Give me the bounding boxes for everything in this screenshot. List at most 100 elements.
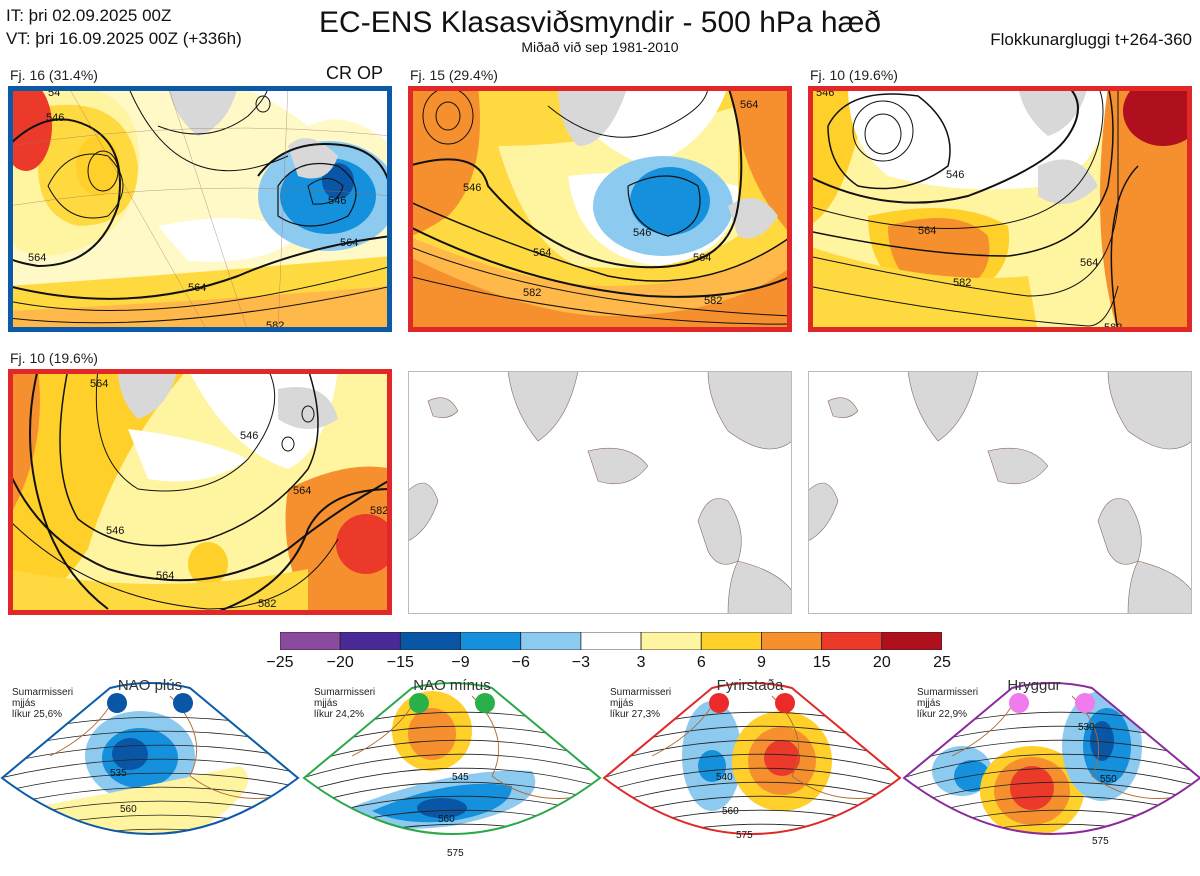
regime-3-likelihood: líkur 27,3% xyxy=(610,709,661,720)
panel-3-label: Fj. 10 (19.6%) xyxy=(810,67,898,83)
regime-2-smooth: mjjás xyxy=(314,698,338,709)
colorbar-tick-4: −6 xyxy=(511,654,530,671)
colorbar-tick-3: −9 xyxy=(451,654,470,671)
regime-1-contour-a: 535 xyxy=(110,768,127,779)
contour-label-564c: 564 xyxy=(740,99,758,111)
regime-3-contour-a: 540 xyxy=(716,772,733,783)
panel-3-frame xyxy=(808,86,1192,332)
colorbar-tick-8: 9 xyxy=(757,654,766,671)
regime-3-season: Sumarmisseri xyxy=(610,687,672,698)
regime-1-title: NAO plús xyxy=(117,677,183,694)
regime-dot-4a xyxy=(1009,693,1029,713)
panel-2-label: Fj. 15 (29.4%) xyxy=(410,67,498,83)
regime-2-title: NAO mínus xyxy=(413,677,491,694)
regime-2-contour-c: 575 xyxy=(447,848,464,859)
colorbar-tick-6: 3 xyxy=(636,654,646,671)
page-title: EC-ENS Klasasviðsmyndir - 500 hPa hæð xyxy=(319,6,881,39)
contour-label-546a: 546 xyxy=(106,525,124,537)
regime-1-likelihood: líkur 25,6% xyxy=(12,709,63,720)
regime-4-likelihood: líkur 22,9% xyxy=(917,709,968,720)
regime-4-smooth: mjjás xyxy=(917,698,941,709)
panel-1-frame xyxy=(8,86,392,332)
colorbar-tick-11: 25 xyxy=(933,654,951,671)
contour-label-564c: 564 xyxy=(340,237,358,249)
contour-label-564b: 564 xyxy=(293,485,311,497)
contour-label-582b: 582 xyxy=(370,505,388,517)
regime-fan-frame-3 xyxy=(602,682,902,835)
contour-label-582a: 582 xyxy=(523,287,541,299)
panel-1-label: Fj. 16 (31.4%) xyxy=(10,67,98,83)
contour-label-546: 546 xyxy=(463,182,481,194)
regime-4-contour-c: 575 xyxy=(1092,836,1109,847)
regime-2-likelihood: líkur 24,2% xyxy=(314,709,365,720)
regime-3-contour-b: 560 xyxy=(722,806,739,817)
page-subtitle: Miðað við sep 1981-2010 xyxy=(521,39,679,55)
regime-dot-2a xyxy=(409,693,429,713)
contour-label-564b: 564 xyxy=(1080,257,1098,269)
cluster-map-4: 546 546 564 564 582 582 564 xyxy=(8,369,392,615)
contour-label-564a: 564 xyxy=(156,570,174,582)
regime-2-caption: Sumarmisseri mjjás líkur 24,2% xyxy=(314,687,375,720)
colorbar-swatch-7 xyxy=(700,631,762,651)
empty-map-6 xyxy=(808,371,1192,614)
contour-label-564: 564 xyxy=(533,247,551,259)
contour-label-564: 564 xyxy=(918,225,936,237)
contour-label-546b: 546 xyxy=(633,227,651,239)
regime-fan-frame-1 xyxy=(0,682,300,835)
colorbar-swatch-8 xyxy=(761,631,823,651)
regime-3-caption: Sumarmisseri mjjás líkur 27,3% xyxy=(610,687,671,720)
colorbar-tick-1: −20 xyxy=(326,654,354,671)
regime-4-title: Hryggur xyxy=(1007,677,1061,694)
colorbar-tick-9: 15 xyxy=(812,654,831,671)
colorbar-swatches xyxy=(279,631,943,651)
regime-fan-frame-2 xyxy=(302,682,602,835)
colorbar-tick-7: 6 xyxy=(696,654,706,671)
regime-dot-3a xyxy=(709,693,729,713)
panel-1-tag: CR OP xyxy=(326,63,384,83)
header-info: IT: þri 02.09.2025 00Z VT: þri 16.09.202… xyxy=(6,4,242,50)
contour-label-564b: 564 xyxy=(693,252,711,264)
regime-3-smooth: mjjás xyxy=(610,698,634,709)
classification-window: Flokkunargluggi t+264-360 xyxy=(990,30,1192,49)
valid-time: VT: þri 16.09.2025 00Z (+336h) xyxy=(6,29,242,48)
regime-dot-1b xyxy=(173,693,193,713)
regime-2-contour-a: 545 xyxy=(452,772,469,783)
colorbar-swatch-5 xyxy=(580,631,642,651)
regime-fan-3 xyxy=(602,682,902,835)
panel-4-frame xyxy=(8,369,392,615)
colorbar-tick-5: −3 xyxy=(571,654,591,671)
colorbar-swatch-0 xyxy=(279,631,341,651)
panel-4-label: Fj. 10 (19.6%) xyxy=(10,350,98,366)
regime-dot-1a xyxy=(107,693,127,713)
regime-3-contour-c: 575 xyxy=(736,830,753,841)
regime-fan-frame-4 xyxy=(902,682,1200,835)
regime-3-title: Fyrirstaða xyxy=(716,677,784,694)
regime-2-season: Sumarmisseri xyxy=(314,687,376,698)
regime-dot-3b xyxy=(775,693,795,713)
colorbar-swatch-9 xyxy=(821,631,883,651)
contour-label-582a: 582 xyxy=(258,598,276,610)
contour-label-582: 582 xyxy=(953,277,971,289)
regime-4-season: Sumarmisseri xyxy=(917,687,979,698)
regime-dot-4b xyxy=(1075,693,1095,713)
contour-label-546: 546 xyxy=(946,169,964,181)
contour-label-564b: 564 xyxy=(188,282,206,294)
colorbar-swatch-10 xyxy=(881,631,943,651)
regime-4-caption: Sumarmisseri mjjás líkur 22,9% xyxy=(917,687,978,720)
colorbar xyxy=(279,631,943,651)
regime-4-contour-a: 530 xyxy=(1078,722,1095,733)
contour-label-546b: 546 xyxy=(328,195,346,207)
regime-dot-2b xyxy=(475,693,495,713)
contour-label-564c: 564 xyxy=(90,378,108,390)
colorbar-tick-0: −25 xyxy=(266,654,294,671)
colorbar-ticks: −25 −20 −15 −9 −6 −3 3 6 9 15 20 25 xyxy=(266,654,950,674)
panel-2-frame xyxy=(408,86,792,332)
colorbar-swatch-3 xyxy=(460,631,522,651)
regime-4-contour-b: 550 xyxy=(1100,774,1117,785)
colorbar-tick-2: −15 xyxy=(386,654,414,671)
cluster-map-1: 546 564 564 582 546 564 54 xyxy=(8,86,392,332)
contour-label-546b: 546 xyxy=(240,430,258,442)
cluster-map-2: 546 564 582 582 546 564 564 xyxy=(408,86,792,332)
colorbar-tick-10: 20 xyxy=(872,654,891,671)
colorbar-swatch-1 xyxy=(339,631,401,651)
